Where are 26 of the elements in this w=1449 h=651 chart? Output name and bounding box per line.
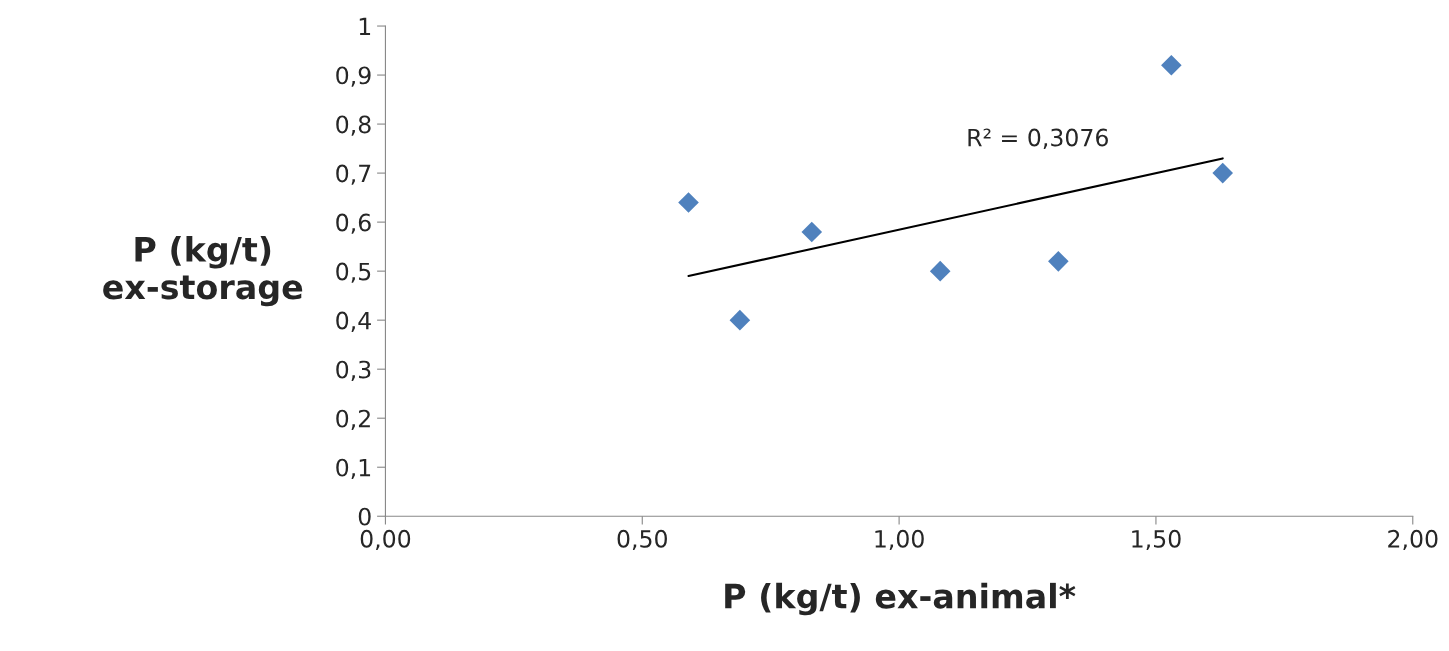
y-tick-label: 0,8 [336,115,371,136]
y-tick-label: 0,7 [336,164,371,185]
point [1048,251,1069,272]
point [1161,54,1182,76]
point [929,260,951,282]
point [1212,162,1234,184]
y-tick-label: 0,2 [336,409,370,430]
y-tick-label: 0,9 [336,66,371,87]
point [729,309,751,331]
x-tick-label: 2,00 [1388,529,1438,551]
y-tick-label: 1 [359,17,371,36]
point [678,192,699,213]
y-tick-label: 0,4 [336,311,371,332]
y-tick-label: 0 [358,507,371,526]
x-tick-label: 0,50 [617,529,667,551]
point [801,221,823,243]
y-tick-label: 0,3 [336,360,371,381]
x-tick-label: 0,00 [360,529,411,551]
annotation: R² = 0,3076 [968,128,1108,149]
x-tick-label: 1,50 [1132,529,1181,551]
x-tick-label: 1,00 [875,529,924,551]
y-tick-label: 0,5 [336,262,371,283]
x-axis-title: P (kg/t) ex-animal* [725,582,1076,616]
y-axis-title: P (kg/t) ex-storage [103,236,303,307]
y-tick-label: 0,1 [336,458,371,479]
y-tick-label: 0,6 [336,213,371,234]
